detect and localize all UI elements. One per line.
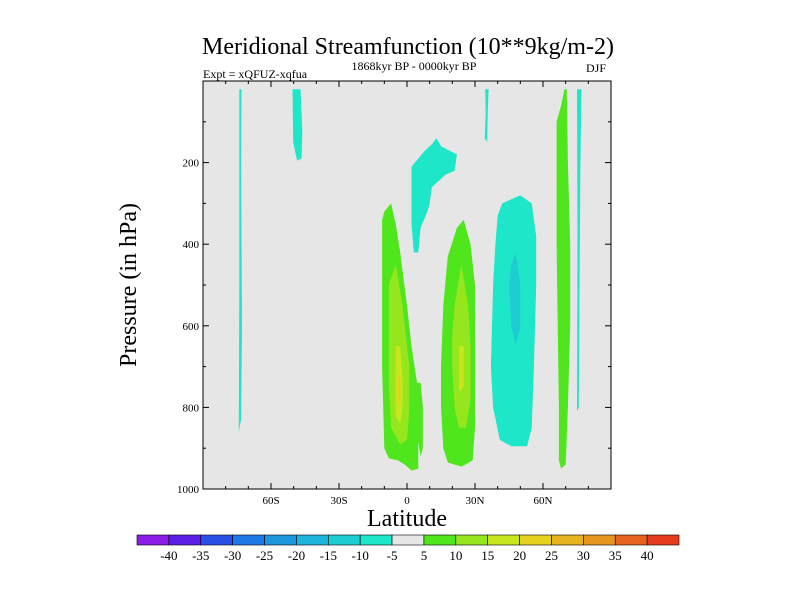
colorbar-box: [232, 534, 265, 546]
colorbar-box: [646, 534, 680, 546]
x-tick-label: 30N: [466, 495, 485, 507]
colorbar-label: 30: [577, 548, 590, 563]
contour-region-15: [459, 346, 464, 392]
colorbar-label: -15: [320, 548, 337, 563]
colorbar-box: [264, 534, 297, 546]
x-axis: 60S 30S 0 30N 60N: [225, 81, 589, 507]
colorbar-label: 35: [609, 548, 622, 563]
contour-region-11: [556, 89, 571, 469]
contour-region-5: [577, 89, 582, 412]
period-label: 1868kyr BP - 0000kyr BP: [352, 59, 477, 73]
chart-title: Meridional Streamfunction (10**9kg/m-2): [202, 34, 614, 60]
y-tick-label: 800: [183, 402, 200, 414]
colorbar-box: [391, 534, 425, 546]
colorbar-label: 40: [641, 548, 654, 563]
colorbar-box: [359, 534, 393, 546]
contour-region-9: [413, 382, 423, 457]
colorbar-label: -35: [192, 548, 209, 563]
colorbar: -40 -35 -30 -25 -20 -15 -10 -5 5 10 15 20 25 30 35 40: [136, 534, 680, 563]
contour-region-4: [484, 89, 489, 143]
y-tick-label: 1000: [177, 484, 200, 496]
colorbar-box: [614, 534, 648, 546]
contour-region-3: [411, 138, 457, 253]
colorbar-box: [519, 534, 552, 546]
colorbar-label: -30: [224, 548, 241, 563]
y-axis: 200 400 600 800 1000: [177, 121, 611, 496]
colorbar-box: [551, 534, 584, 546]
contour-regions: [238, 89, 582, 471]
contour-region-7: [509, 252, 521, 347]
x-tick-label: 30S: [330, 495, 347, 507]
colorbar-box: [327, 534, 361, 546]
x-tick-label: 60N: [534, 495, 553, 507]
contour-region-2: [292, 89, 303, 161]
colorbar-box: [583, 534, 616, 546]
y-tick-label: 600: [183, 321, 200, 333]
x-tick-label: 60S: [262, 495, 279, 507]
colorbar-box: [168, 534, 202, 546]
colorbar-label: -10: [352, 548, 369, 563]
colorbar-label: 10: [449, 548, 462, 563]
colorbar-label: -40: [160, 548, 177, 563]
colorbar-label: -20: [288, 548, 305, 563]
experiment-label: Expt = xQFUZ-xqfua: [203, 67, 308, 81]
x-axis-label: Latitude: [367, 506, 447, 532]
contour-region-1: [238, 89, 242, 432]
colorbar-label: 5: [421, 548, 428, 563]
colorbar-box: [296, 534, 329, 546]
y-axis-label: Pressure (in hPa): [116, 203, 142, 367]
colorbar-box: [487, 534, 520, 546]
colorbar-box: [200, 534, 233, 546]
colorbar-box: [423, 534, 457, 546]
colorbar-label: 15: [481, 548, 494, 563]
y-tick-label: 400: [183, 239, 200, 251]
season-label: DJF: [586, 61, 606, 75]
y-tick-label: 200: [183, 158, 200, 170]
colorbar-label: 25: [545, 548, 558, 563]
colorbar-label: -5: [387, 548, 398, 563]
colorbar-box: [136, 534, 170, 546]
contour-region-16: [397, 374, 401, 404]
colorbar-box: [455, 534, 489, 546]
colorbar-label: -25: [256, 548, 273, 563]
colorbar-label: 20: [513, 548, 526, 563]
x-tick-label: 0: [404, 495, 410, 507]
